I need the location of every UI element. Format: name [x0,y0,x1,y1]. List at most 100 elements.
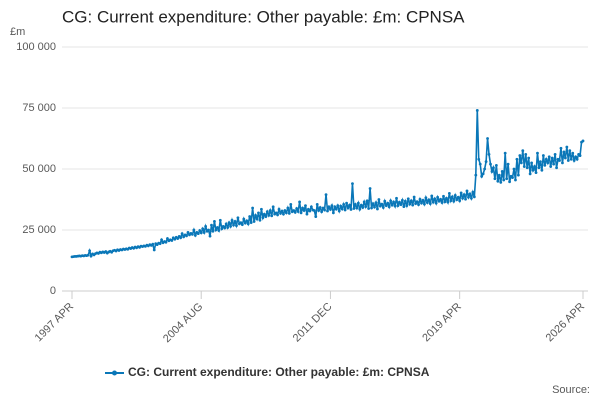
data-point [232,223,235,227]
data-point [218,218,222,222]
data-point [408,202,412,206]
data-point [321,206,325,210]
data-point [402,205,406,208]
x-tick-label: 2011 DEC [291,301,335,345]
data-point [323,208,326,212]
data-point [268,209,272,212]
data-point [86,253,90,257]
data-point [552,162,556,166]
data-point [210,223,213,227]
data-point [389,199,393,203]
data-point [553,152,557,156]
data-point [242,217,246,221]
data-point [257,211,260,215]
data-point [474,173,478,177]
data-point [214,228,218,232]
data-point [387,205,391,209]
data-point [445,196,448,200]
data-point [324,193,328,197]
data-point [261,216,265,220]
data-point [558,159,561,162]
y-tick-label: 50 000 [22,163,56,175]
chart-title: CG: Current expenditure: Other payable: … [62,7,465,26]
data-point [339,204,343,208]
data-point [386,201,390,205]
data-point [191,232,194,236]
data-point [274,211,278,215]
data-point [249,221,253,225]
data-point [499,181,503,184]
data-point [449,199,453,203]
data-point [412,195,416,199]
data-point [374,201,378,205]
data-point [417,203,420,207]
data-point [396,204,400,208]
data-point [569,157,573,161]
data-point [215,226,219,229]
y-tick-label: 75 000 [22,102,56,114]
data-point [475,109,479,112]
data-point [395,196,398,200]
data-point [539,160,542,164]
data-point [555,166,558,170]
data-point [431,200,435,204]
data-point [546,161,550,165]
data-point [377,198,381,201]
data-point [503,151,507,155]
data-point [320,210,324,214]
data-point [497,173,501,177]
data-point [565,145,569,149]
data-point [436,195,440,199]
data-point [490,170,494,173]
data-point [327,205,331,209]
data-point [368,187,372,190]
data-point [521,149,525,153]
data-point [230,218,234,222]
data-point [571,151,575,155]
data-point [378,204,382,208]
data-point [349,208,353,211]
data-point [453,193,457,197]
data-point [424,196,428,200]
series-line [71,110,584,259]
data-point [559,146,563,150]
data-point [358,207,362,211]
data-point [208,234,212,238]
data-point [528,172,532,176]
data-point [452,199,456,203]
data-point [440,201,444,205]
data-point [405,204,409,208]
data-point [293,211,297,214]
data-point [524,152,528,156]
data-point [367,207,371,210]
data-point [433,197,437,201]
data-point [180,232,184,236]
data-point [393,204,397,208]
x-tick-label: 2026 APR [544,301,588,345]
data-point [312,209,316,212]
data-point [484,160,488,164]
data-point [434,201,438,205]
data-point [223,226,227,230]
data-point [340,207,344,211]
data-point [471,190,475,194]
data-point [267,213,271,217]
data-point [201,227,205,231]
data-point [502,178,506,182]
data-point [343,208,347,212]
data-point [493,177,497,181]
data-point [170,239,174,242]
legend-label: CG: Current expenditure: Other payable: … [128,365,430,379]
data-point [166,237,169,240]
data-point [160,238,163,242]
data-point [467,195,470,199]
data-point [496,179,500,183]
data-point [464,197,467,201]
y-axis-label: £m [10,26,25,38]
data-point [217,229,221,232]
data-point [289,202,293,206]
data-point [233,220,237,223]
source: Source: [552,384,590,396]
